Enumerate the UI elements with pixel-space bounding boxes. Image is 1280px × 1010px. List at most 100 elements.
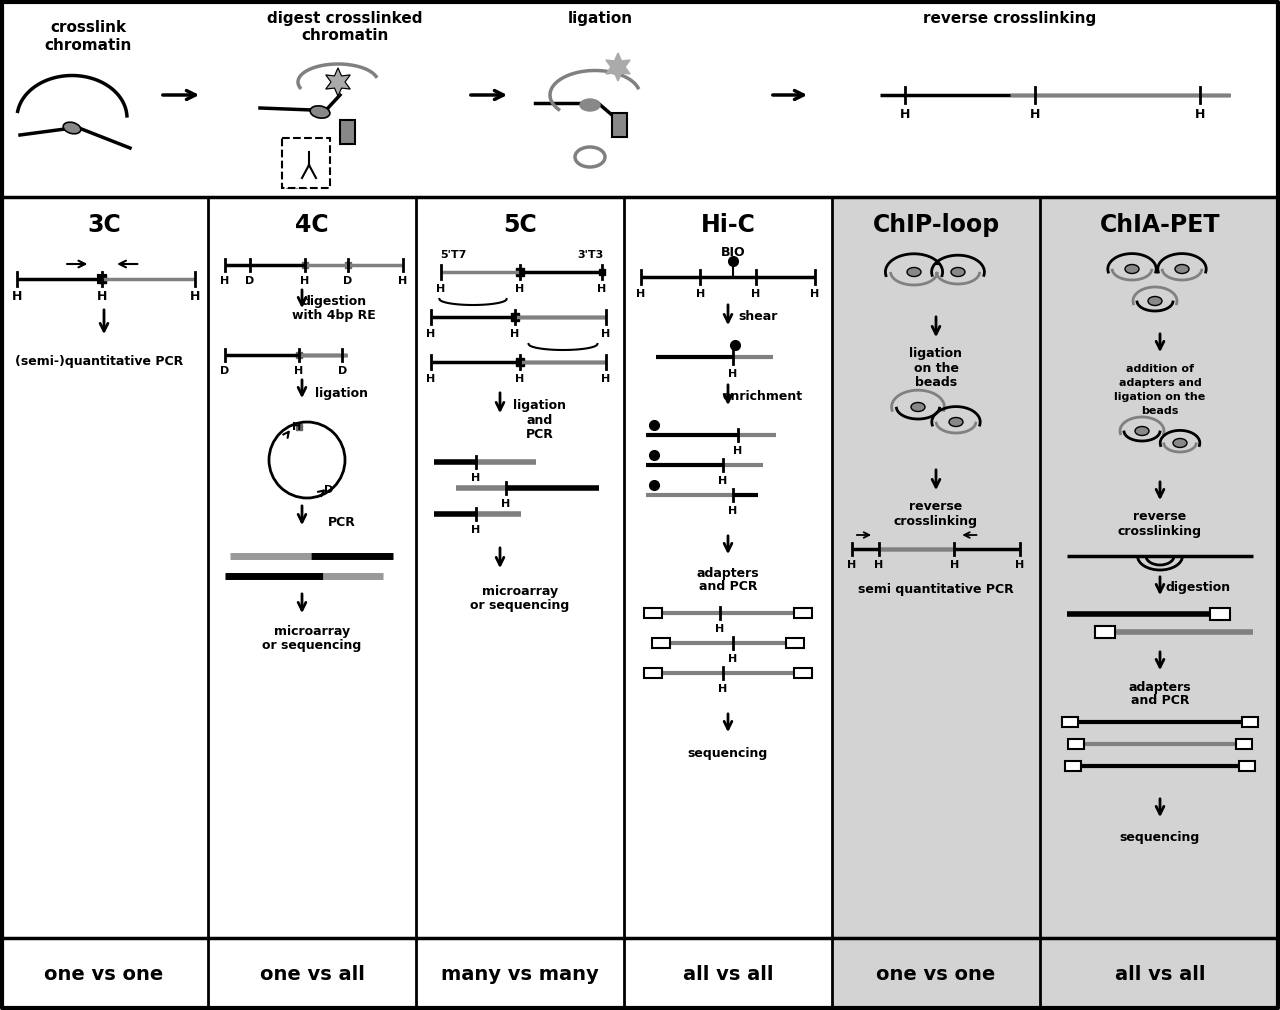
FancyBboxPatch shape: [644, 668, 662, 678]
Polygon shape: [344, 262, 351, 268]
Text: ligation on the: ligation on the: [1115, 392, 1206, 402]
Ellipse shape: [948, 417, 963, 426]
Text: PCR: PCR: [328, 516, 356, 529]
Text: H: H: [751, 289, 760, 299]
Text: ChIA-PET: ChIA-PET: [1100, 213, 1220, 237]
Text: or sequencing: or sequencing: [470, 600, 570, 612]
Polygon shape: [516, 268, 524, 276]
FancyBboxPatch shape: [1068, 739, 1084, 749]
Text: adapters and: adapters and: [1119, 378, 1202, 388]
Text: H: H: [189, 290, 200, 303]
Text: H: H: [950, 560, 959, 570]
Text: sequencing: sequencing: [1120, 831, 1201, 844]
Text: enrichment: enrichment: [723, 391, 803, 404]
Text: ligation: ligation: [513, 400, 567, 412]
Text: H: H: [733, 446, 742, 456]
Text: H: H: [426, 329, 435, 339]
Text: or sequencing: or sequencing: [262, 638, 362, 651]
FancyBboxPatch shape: [1062, 717, 1078, 727]
Text: 3'T3: 3'T3: [577, 250, 603, 260]
Text: H: H: [471, 473, 480, 483]
Text: H: H: [398, 276, 407, 286]
FancyBboxPatch shape: [612, 113, 627, 137]
Text: H: H: [436, 284, 445, 294]
Text: 4C: 4C: [296, 213, 329, 237]
Text: ChIP-loop: ChIP-loop: [873, 213, 1000, 237]
Text: H: H: [294, 366, 303, 376]
Text: 5'T7: 5'T7: [440, 250, 466, 260]
Text: H: H: [12, 290, 22, 303]
Text: H: H: [728, 654, 737, 664]
Polygon shape: [326, 68, 351, 96]
Text: D: D: [343, 276, 352, 286]
Text: digestion: digestion: [301, 295, 366, 307]
Text: microarray: microarray: [274, 624, 349, 637]
Text: H: H: [716, 624, 724, 634]
Polygon shape: [302, 262, 307, 268]
Text: digestion: digestion: [1165, 582, 1230, 595]
Text: H: H: [426, 374, 435, 384]
Ellipse shape: [1125, 265, 1139, 274]
Text: 5C: 5C: [503, 213, 536, 237]
Text: and PCR: and PCR: [699, 581, 758, 594]
Text: adapters: adapters: [696, 567, 759, 580]
Text: ligation: ligation: [567, 10, 632, 25]
FancyBboxPatch shape: [644, 608, 662, 618]
Text: addition of: addition of: [1126, 364, 1194, 374]
FancyBboxPatch shape: [340, 120, 355, 144]
Text: D: D: [220, 366, 229, 376]
Ellipse shape: [1148, 297, 1162, 305]
Ellipse shape: [310, 106, 330, 118]
Text: ligation: ligation: [910, 347, 963, 361]
FancyBboxPatch shape: [282, 138, 330, 188]
Text: H: H: [97, 290, 108, 303]
Ellipse shape: [1172, 438, 1187, 447]
Text: 3C: 3C: [87, 213, 120, 237]
Ellipse shape: [63, 122, 81, 133]
Text: H: H: [847, 560, 856, 570]
Polygon shape: [99, 275, 106, 283]
Text: adapters: adapters: [1129, 681, 1192, 694]
Text: H: H: [502, 499, 511, 509]
Text: crosslink: crosslink: [50, 20, 125, 35]
Text: chromatin: chromatin: [45, 38, 132, 54]
FancyBboxPatch shape: [1210, 608, 1230, 620]
Text: microarray: microarray: [483, 586, 558, 599]
Text: H: H: [1194, 108, 1206, 121]
Ellipse shape: [580, 99, 600, 111]
Text: H: H: [696, 289, 705, 299]
Text: and: and: [527, 413, 553, 426]
Ellipse shape: [1175, 265, 1189, 274]
Text: all vs all: all vs all: [682, 965, 773, 984]
Polygon shape: [599, 269, 605, 275]
Text: H: H: [718, 476, 727, 486]
Text: D: D: [338, 366, 347, 376]
Text: beads: beads: [1142, 406, 1179, 416]
Polygon shape: [605, 53, 630, 81]
Text: D: D: [324, 485, 334, 495]
Text: reverse: reverse: [909, 501, 963, 513]
Text: H: H: [471, 525, 480, 535]
Text: digest crosslinked: digest crosslinked: [268, 10, 422, 25]
Text: BIO: BIO: [721, 246, 745, 260]
FancyBboxPatch shape: [1065, 761, 1082, 771]
Text: one vs one: one vs one: [45, 965, 164, 984]
Text: one vs all: one vs all: [260, 965, 365, 984]
Text: on the: on the: [914, 362, 959, 375]
Ellipse shape: [908, 268, 922, 277]
Text: shear: shear: [739, 310, 778, 323]
Text: (semi-)quantitative PCR: (semi-)quantitative PCR: [15, 355, 183, 368]
Text: reverse: reverse: [1133, 510, 1187, 523]
Text: H: H: [516, 284, 525, 294]
Text: H: H: [598, 284, 607, 294]
Text: crosslinking: crosslinking: [893, 514, 978, 527]
FancyBboxPatch shape: [1094, 626, 1115, 638]
Text: H: H: [810, 289, 819, 299]
Text: H: H: [602, 374, 611, 384]
Text: beads: beads: [915, 376, 957, 389]
FancyBboxPatch shape: [786, 638, 804, 648]
Text: one vs one: one vs one: [877, 965, 996, 984]
Text: ligation: ligation: [315, 387, 369, 400]
Text: H: H: [728, 369, 737, 379]
Text: H: H: [874, 560, 883, 570]
